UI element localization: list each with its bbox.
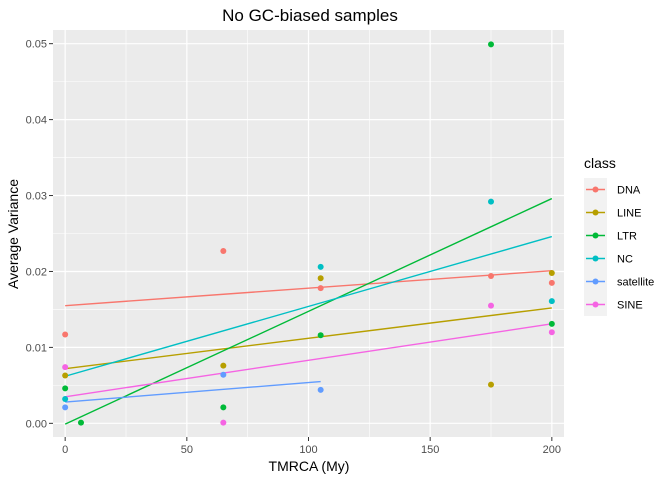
point-nc (317, 263, 324, 270)
x-tick-label: 100 (299, 444, 317, 456)
y-axis-title: Average Variance (5, 179, 21, 289)
y-tick-label: 0.02 (26, 266, 47, 278)
data-points (62, 41, 555, 426)
trend-line-dna (65, 270, 552, 307)
point-ltr (488, 41, 494, 48)
point-line (62, 372, 69, 379)
y-tick-label: 0.01 (26, 342, 47, 354)
point-line (488, 381, 494, 388)
point-line (317, 275, 324, 282)
y-tick-label: 0.00 (26, 418, 47, 430)
legend-label-nc: NC (617, 254, 633, 266)
x-tick-label: 150 (421, 444, 439, 456)
point-nc (62, 396, 69, 403)
legend-point-satellite (592, 278, 599, 285)
trend-lines (64, 197, 553, 425)
point-ltr (317, 332, 324, 339)
x-tick-label: 50 (181, 444, 193, 456)
legend-point-line (592, 209, 599, 216)
legend-point-sine (592, 301, 599, 308)
legend-point-ltr (592, 232, 599, 239)
point-sine (220, 419, 227, 426)
point-line (548, 269, 555, 276)
y-tick-label: 0.05 (26, 39, 47, 51)
point-dna (220, 247, 227, 254)
point-dna (488, 273, 494, 280)
grid (53, 30, 564, 437)
x-axis-ticks: 0 50 100 150 200 (62, 437, 561, 456)
point-ltr (548, 320, 555, 327)
legend-point-nc (592, 255, 599, 262)
point-dna (62, 331, 69, 338)
legend-title: class (584, 155, 616, 171)
point-satellite (317, 386, 324, 393)
legend-label-dna: DNA (617, 185, 641, 197)
point-line (220, 362, 227, 369)
point-nc (548, 298, 555, 305)
legend-label-sine: SINE (617, 300, 643, 312)
point-ltr (77, 419, 84, 426)
point-dna (317, 285, 324, 292)
point-satellite (220, 371, 227, 378)
point-dna (548, 279, 555, 286)
point-nc (488, 198, 494, 205)
trend-line-line (65, 307, 552, 370)
y-tick-label: 0.03 (26, 191, 47, 203)
x-tick-label: 200 (543, 444, 561, 456)
x-axis-title: TMRCA (My) (269, 458, 350, 474)
chart-title: No GC-biased samples (222, 6, 398, 25)
point-sine (548, 329, 555, 336)
point-satellite (62, 404, 69, 411)
trend-line-satellite (65, 380, 321, 403)
point-ltr (62, 385, 69, 392)
legend-label-line: LINE (617, 208, 641, 220)
point-sine (488, 302, 494, 309)
x-tick-label: 0 (62, 444, 68, 456)
y-axis-ticks: 0.00 0.01 0.02 0.03 0.04 0.05 (26, 39, 53, 430)
trend-line-sine (65, 323, 552, 398)
point-ltr (220, 404, 227, 411)
trend-line-nc (64, 235, 553, 377)
legend-point-dna (592, 186, 599, 193)
trend-line-ltr (64, 197, 553, 425)
legend-label-satellite: satellite (617, 277, 654, 289)
y-tick-label: 0.04 (26, 115, 47, 127)
legend-label-ltr: LTR (617, 231, 637, 243)
point-sine (62, 364, 69, 371)
legend: class DNA LINE LTR NC satellite SINE (584, 155, 654, 316)
